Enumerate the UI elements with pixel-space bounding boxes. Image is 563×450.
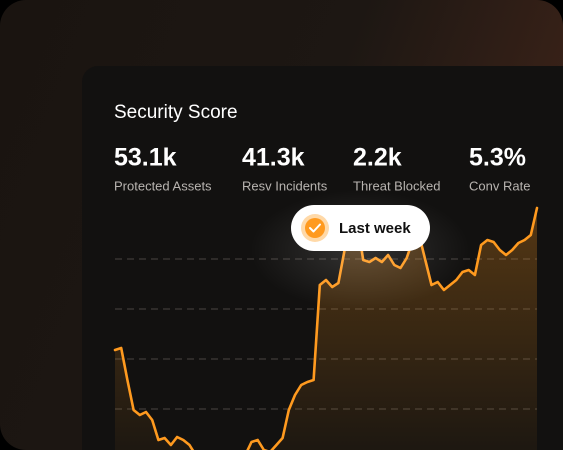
stat-label: Resv Incidents bbox=[242, 178, 328, 193]
stat-value: 5.3% bbox=[469, 144, 526, 172]
tooltip-label: Last week bbox=[339, 220, 411, 237]
check-dot bbox=[305, 218, 325, 238]
check-icon bbox=[309, 223, 321, 233]
stat-value: 41.3k bbox=[242, 144, 305, 172]
tooltip-bg bbox=[291, 205, 430, 251]
stat-label: Protected Assets bbox=[114, 178, 212, 193]
tooltip: Last week bbox=[291, 205, 430, 251]
stats: 53.1k Protected Assets 41.3k Resv Incidents… bbox=[114, 144, 530, 194]
stat-label: Threat Blocked bbox=[353, 178, 440, 193]
stat-label: Conv Rate bbox=[469, 178, 530, 193]
stat-value: 53.1k bbox=[114, 144, 177, 172]
area bbox=[115, 208, 537, 450]
card-title: Security Score bbox=[114, 102, 238, 123]
stat-value: 2.2k bbox=[353, 144, 402, 172]
